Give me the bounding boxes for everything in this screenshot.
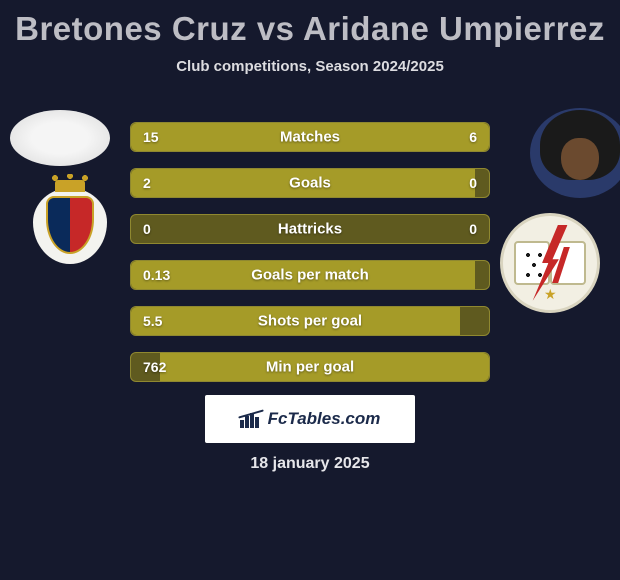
subtitle: Club competitions, Season 2024/2025	[0, 58, 620, 75]
stat-label: Goals	[289, 175, 331, 192]
stat-value-left: 762	[143, 359, 166, 375]
stat-label: Shots per goal	[258, 313, 362, 330]
stats-bars: 15 Matches 6 2 Goals 0 0 Hattricks 0 0.13 Goals pe…	[130, 122, 490, 398]
stat-label: Min per goal	[266, 359, 354, 376]
stat-value-right: 0	[469, 221, 477, 237]
stat-row: 5.5 Shots per goal	[130, 306, 490, 336]
stat-value-right: 0	[469, 175, 477, 191]
brand-badge: FcTables.com	[205, 395, 415, 443]
stat-value-left: 2	[143, 175, 151, 191]
stat-value-left: 5.5	[143, 313, 162, 329]
date-label: 18 january 2025	[250, 455, 369, 473]
player-right-avatar	[530, 108, 620, 198]
stat-row: 2 Goals 0	[130, 168, 490, 198]
stat-value-left: 0	[143, 221, 151, 237]
stat-row: 0 Hattricks 0	[130, 214, 490, 244]
brand-chart-icon	[240, 410, 262, 428]
stat-value-right: 6	[469, 129, 477, 145]
stat-row: 0.13 Goals per match	[130, 260, 490, 290]
bar-fill-left	[131, 123, 385, 151]
player-left-avatar	[10, 110, 110, 166]
club-left-badge	[27, 178, 113, 264]
stat-row: 762 Min per goal	[130, 352, 490, 382]
brand-text: FcTables.com	[268, 409, 381, 429]
stat-value-left: 15	[143, 129, 159, 145]
stat-row: 15 Matches 6	[130, 122, 490, 152]
page-title: Bretones Cruz vs Aridane Umpierrez	[0, 0, 620, 48]
stat-label: Goals per match	[251, 267, 369, 284]
stat-label: Matches	[280, 129, 340, 146]
club-right-badge: ★	[500, 213, 600, 313]
stat-label: Hattricks	[278, 221, 342, 238]
stat-value-left: 0.13	[143, 267, 170, 283]
